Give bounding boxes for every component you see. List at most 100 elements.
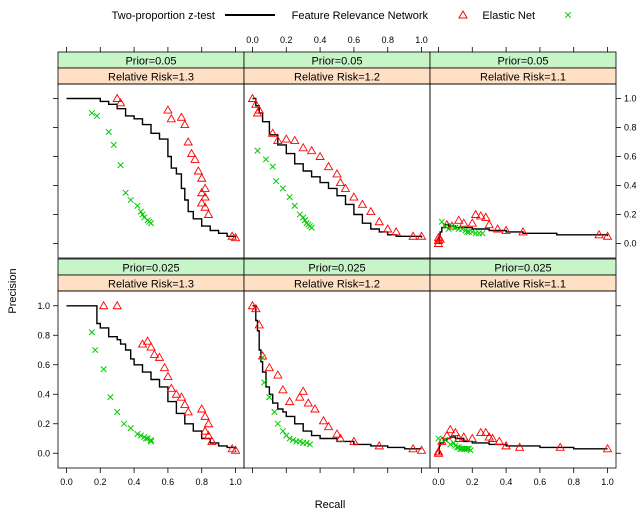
point-feature-relevance: [154, 352, 165, 361]
point-feature-relevance: [200, 426, 210, 435]
point-feature-relevance: [433, 448, 444, 457]
point-feature-relevance: [470, 209, 481, 218]
point-elastic-net: [453, 444, 461, 451]
point-feature-relevance: [366, 206, 376, 216]
strip-relative-risk-label: Relative Risk=1.1: [480, 279, 566, 291]
point-feature-relevance: [196, 173, 207, 182]
point-elastic-net: [452, 224, 459, 231]
point-feature-relevance: [203, 209, 214, 218]
point-feature-relevance: [180, 119, 190, 129]
point-feature-relevance: [196, 404, 207, 413]
point-elastic-net: [308, 224, 315, 231]
point-feature-relevance: [306, 145, 317, 155]
point-feature-relevance: [459, 218, 469, 227]
point-feature-relevance: [183, 407, 193, 416]
point-elastic-net: [450, 439, 457, 447]
point-feature-relevance: [200, 183, 210, 192]
point-feature-relevance: [193, 166, 204, 175]
strip-relative-risk-label: Relative Risk=1.2: [294, 72, 380, 84]
point-feature-relevance: [340, 183, 351, 192]
point-feature-relevance: [180, 399, 190, 409]
point-feature-relevance: [484, 219, 494, 229]
point-feature-relevance: [435, 234, 445, 243]
x-tick-label: 0.2: [466, 477, 479, 487]
point-feature-relevance: [518, 226, 528, 236]
series-line-z-test: [66, 97, 237, 238]
point-feature-relevance: [450, 427, 461, 437]
point-feature-relevance: [273, 370, 283, 379]
panel: Prior=0.05 Relative Risk=1.3: [57, 51, 245, 259]
plot-frame: [57, 83, 245, 259]
x-tick-label: 0.6: [162, 477, 175, 487]
point-elastic-net: [120, 420, 128, 427]
point-feature-relevance: [166, 113, 177, 123]
point-elastic-net: [259, 354, 266, 361]
point-elastic-net: [279, 427, 287, 435]
point-feature-relevance: [433, 446, 444, 456]
series-line-z-test: [438, 436, 608, 454]
point-elastic-net: [127, 196, 134, 204]
point-feature-relevance: [163, 371, 173, 380]
x-tick-label: 0.4: [500, 477, 513, 487]
point-feature-relevance: [501, 225, 511, 234]
point-elastic-net: [147, 438, 155, 445]
point-elastic-net: [301, 217, 309, 224]
point-feature-relevance: [273, 135, 283, 145]
point-feature-relevance: [200, 411, 210, 420]
point-feature-relevance: [382, 224, 393, 233]
point-elastic-net: [464, 228, 471, 236]
point-feature-relevance: [230, 445, 241, 454]
series-line-z-test: [252, 305, 422, 450]
y-axis-title: Precision: [7, 268, 19, 313]
point-feature-relevance: [459, 432, 469, 441]
point-feature-relevance: [254, 105, 264, 114]
point-feature-relevance: [159, 362, 170, 372]
point-feature-relevance: [408, 443, 418, 453]
strip-prior-label: Prior=0.025: [122, 263, 179, 275]
x-tick-label: 0.8: [567, 477, 580, 487]
point-feature-relevance: [349, 436, 359, 445]
point-elastic-net: [147, 220, 155, 227]
x-tick-label: 0.0: [60, 477, 73, 487]
point-feature-relevance: [176, 392, 187, 401]
point-elastic-net: [479, 230, 486, 237]
point-feature-relevance: [514, 442, 525, 451]
point-feature-relevance: [295, 392, 305, 401]
point-elastic-net: [269, 163, 276, 170]
point-elastic-net: [137, 208, 145, 215]
point-feature-relevance: [112, 300, 122, 310]
point-elastic-net: [147, 436, 155, 444]
point-feature-relevance: [332, 429, 342, 438]
point-elastic-net: [279, 185, 287, 192]
x-axis-title: Recall: [315, 499, 346, 511]
strip-prior-label: Prior=0.025: [494, 263, 551, 275]
panel: Prior=0.05 Relative Risk=1.1: [429, 51, 617, 259]
x-tick-label: 1.0: [415, 35, 428, 45]
strip-relative-risk-label: Relative Risk=1.3: [108, 72, 194, 84]
point-feature-relevance: [416, 231, 427, 240]
point-elastic-net: [286, 435, 293, 442]
point-feature-relevance: [335, 433, 346, 442]
point-elastic-net: [254, 147, 261, 154]
point-elastic-net: [88, 109, 95, 117]
point-feature-relevance: [166, 383, 177, 392]
point-feature-relevance: [467, 218, 478, 227]
point-elastic-net: [262, 156, 270, 163]
point-feature-relevance: [281, 134, 292, 143]
plot-frame: [243, 83, 431, 259]
point-feature-relevance: [374, 216, 385, 226]
point-feature-relevance: [501, 440, 511, 450]
x-tick-label: 0.2: [280, 35, 293, 45]
point-feature-relevance: [289, 135, 300, 145]
legend-label: Elastic Net: [482, 10, 535, 22]
point-feature-relevance: [251, 99, 261, 108]
legend-cross-key: [564, 11, 572, 19]
point-feature-relevance: [142, 336, 153, 345]
point-elastic-net: [272, 177, 280, 185]
point-feature-relevance: [391, 226, 401, 236]
point-feature-relevance: [374, 440, 385, 450]
point-feature-relevance: [433, 232, 444, 242]
point-elastic-net: [137, 432, 145, 439]
strip-prior-label: Prior=0.05: [311, 56, 362, 68]
y-tick-label: 0.2: [37, 419, 50, 429]
